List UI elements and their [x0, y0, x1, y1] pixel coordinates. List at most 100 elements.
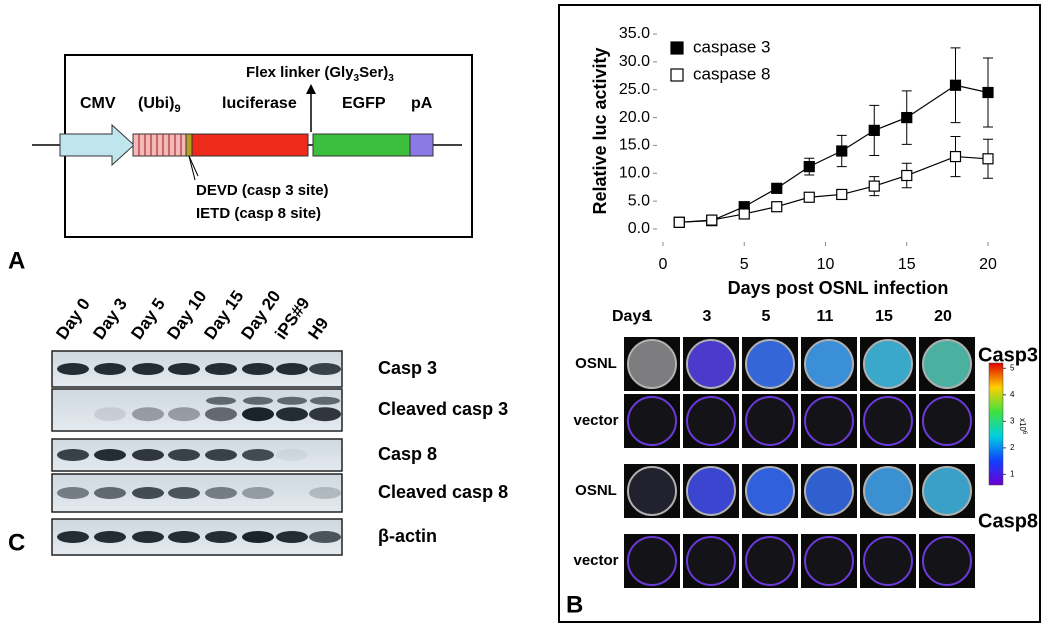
plate: [745, 339, 795, 389]
band: [168, 363, 200, 375]
band: [242, 531, 274, 543]
ubi-stripes: [138, 134, 182, 156]
legend-marker: [670, 41, 684, 55]
legend-label: caspase 3: [693, 37, 771, 56]
band: [94, 449, 126, 461]
day-label: 11: [817, 308, 834, 325]
band: [205, 407, 237, 422]
band: [132, 407, 164, 422]
plate: [922, 339, 972, 389]
group-label: Casp3: [978, 344, 1038, 366]
band: [276, 531, 308, 543]
plate: [627, 396, 677, 446]
plate: [922, 536, 972, 586]
band: [309, 531, 341, 543]
band: [132, 531, 164, 543]
row-label: Cleaved casp 3: [378, 399, 508, 419]
y-axis-title: Relative luc activity: [590, 47, 610, 214]
band: [243, 396, 273, 405]
row-label: OSNL: [575, 355, 617, 372]
band: [94, 531, 126, 543]
colorbar-tick-label: 4: [1010, 390, 1015, 399]
colorbar-tick-label: 2: [1010, 443, 1015, 452]
legend-label: caspase 8: [693, 64, 771, 83]
linker-label: Flex linker (Gly3Ser)3: [246, 64, 394, 84]
y-tick-label: 25.0: [619, 81, 650, 98]
row-label: Casp 8: [378, 444, 437, 464]
series-line: [679, 155, 989, 223]
colorbar-tick-label: 5: [1010, 363, 1015, 372]
marker: [868, 124, 880, 136]
reporter-label: luciferase: [222, 95, 297, 112]
y-tick-label: 10.0: [619, 165, 650, 182]
x-tick-label: 15: [898, 256, 916, 273]
marker: [901, 169, 913, 182]
panel-label: A: [8, 247, 25, 274]
group-label: Casp8: [978, 510, 1038, 532]
band: [205, 449, 237, 461]
site-label: IETD (casp 8 site): [196, 205, 321, 222]
ubi-block: [132, 133, 187, 157]
plate: [863, 396, 913, 446]
day-label: 20: [934, 308, 952, 325]
marker: [836, 145, 848, 157]
colorbar: [988, 362, 1004, 486]
band: [94, 487, 126, 499]
plate: [922, 396, 972, 446]
day-label: 1: [644, 308, 653, 325]
plate: [745, 466, 795, 516]
band: [94, 363, 126, 375]
marker: [738, 208, 750, 220]
plate: [686, 396, 736, 446]
band: [168, 449, 200, 461]
row-label: OSNL: [575, 482, 617, 499]
x-axis-title: Days post OSNL infection: [728, 278, 949, 298]
colorbar-unit: x106: [1018, 418, 1028, 435]
band: [205, 487, 237, 499]
band: [132, 449, 164, 461]
band: [205, 363, 237, 375]
cmv-arrow: [59, 123, 135, 167]
plate: [804, 466, 854, 516]
ubi-label: (Ubi)9: [138, 95, 181, 115]
day-label: 15: [875, 308, 893, 325]
band: [242, 449, 274, 461]
band: [276, 449, 308, 461]
marker: [949, 150, 962, 163]
band: [277, 396, 307, 405]
plate: [627, 536, 677, 586]
band: [309, 487, 341, 499]
row-label: Cleaved casp 8: [378, 482, 508, 502]
promoter-label: CMV: [80, 95, 116, 112]
legend-marker: [670, 68, 684, 82]
y-tick-label: 30.0: [619, 53, 650, 70]
plate: [804, 339, 854, 389]
row-label: Casp 3: [378, 358, 437, 378]
band: [168, 531, 200, 543]
band: [309, 407, 341, 422]
marker: [771, 182, 783, 194]
polya-label: pA: [411, 95, 433, 112]
band: [276, 363, 308, 375]
band: [242, 363, 274, 375]
marker: [901, 111, 913, 124]
y-tick-label: 0.0: [628, 220, 650, 237]
band: [168, 407, 200, 422]
marker: [771, 201, 783, 213]
band: [205, 531, 237, 543]
marker: [673, 216, 685, 228]
lane-label: Day 3: [89, 295, 131, 343]
band: [132, 363, 164, 375]
marker: [803, 191, 815, 203]
unit-base: x10: [1018, 418, 1027, 431]
band: [206, 396, 236, 405]
marker: [868, 180, 880, 192]
marker: [982, 86, 994, 99]
band: [132, 487, 164, 499]
plate: [863, 466, 913, 516]
band: [309, 363, 341, 375]
panel-label: C: [8, 529, 25, 556]
band: [57, 449, 89, 461]
egfp-label: EGFP: [342, 95, 386, 112]
